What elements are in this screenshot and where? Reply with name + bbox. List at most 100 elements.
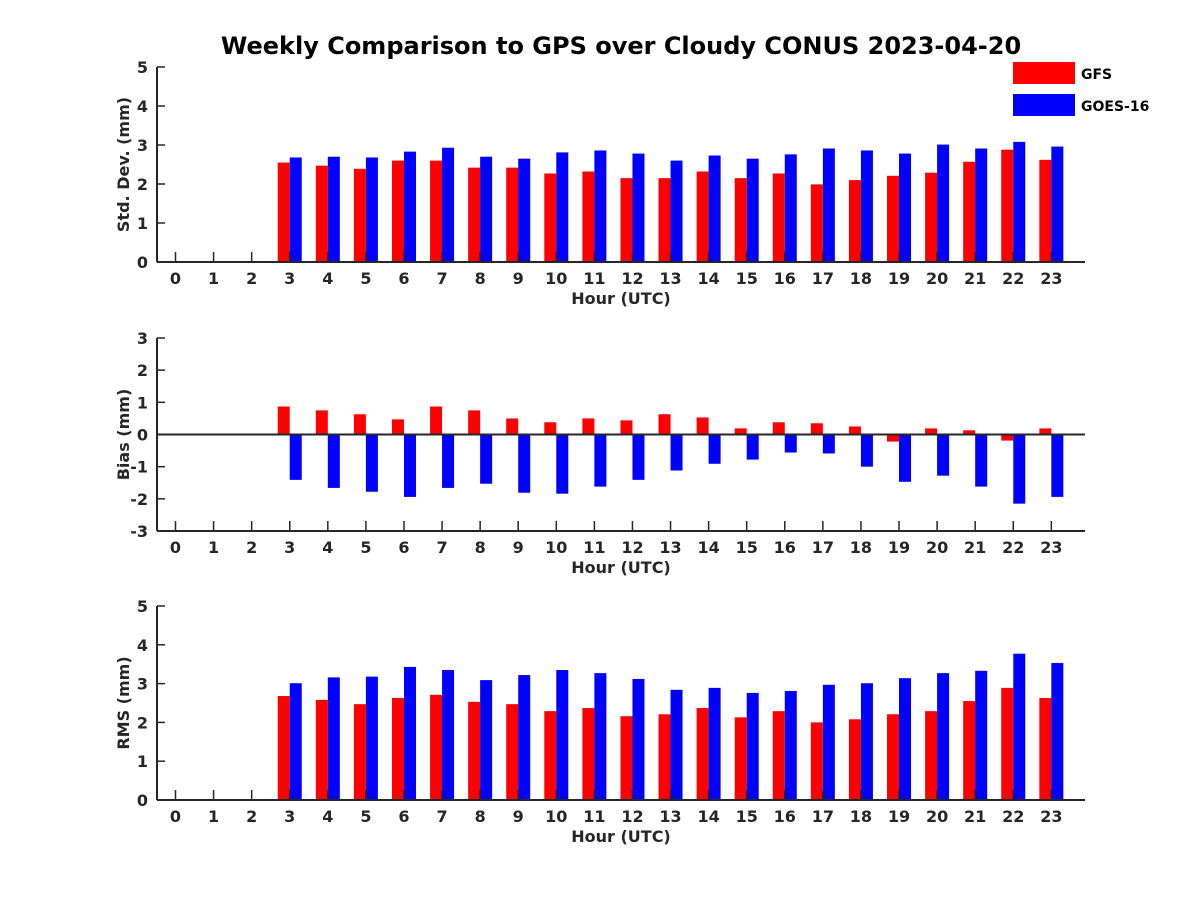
std-dev-bar-gfs-6 [391, 160, 404, 262]
std-dev-y-tick-label: 1 [137, 214, 148, 233]
rms-x-tick-label: 1 [208, 807, 219, 826]
std-dev-bar-gfs-21 [963, 161, 976, 262]
rms-x-tick-label: 15 [736, 807, 758, 826]
bias-bar-gfs-16 [772, 422, 785, 435]
std-dev-x-tick-label: 16 [774, 269, 796, 288]
bias-x-tick-label: 8 [475, 538, 486, 557]
bias-bar-goes16-15 [746, 434, 759, 460]
std-dev-bar-gfs-3 [277, 162, 290, 262]
rms-bar-goes16-11 [594, 673, 607, 800]
rms-y-tick-label: 2 [137, 713, 148, 732]
rms-bar-gfs-5 [353, 704, 366, 800]
std-dev-x-tick-label: 20 [926, 269, 948, 288]
std-dev-bar-goes16-13 [670, 160, 683, 262]
bias-bar-goes16-22 [1013, 434, 1026, 504]
bias-x-tick-label: 2 [246, 538, 257, 557]
std-dev-bar-gfs-15 [734, 178, 747, 262]
bias-x-tick-label: 13 [659, 538, 681, 557]
bias-bar-goes16-5 [365, 434, 378, 492]
std-dev-bar-goes16-12 [632, 153, 645, 262]
std-dev-bar-gfs-12 [620, 178, 633, 262]
rms-bar-gfs-18 [848, 719, 861, 800]
bias-bar-gfs-20 [925, 428, 938, 435]
rms-x-tick-label: 5 [360, 807, 371, 826]
std-dev-x-tick-label: 8 [475, 269, 486, 288]
std-dev-bar-goes16-3 [289, 157, 302, 262]
std-dev-bar-goes16-4 [327, 156, 340, 262]
bias-bar-gfs-11 [582, 418, 595, 435]
bias-bar-goes16-19 [899, 434, 912, 482]
std-dev-y-tick-label: 0 [137, 253, 148, 272]
std-dev-x-tick-label: 4 [322, 269, 333, 288]
rms-bar-gfs-14 [696, 708, 709, 800]
std-dev-x-tick-label: 0 [170, 269, 181, 288]
std-dev-x-tick-label: 2 [246, 269, 257, 288]
rms-x-tick-label: 3 [284, 807, 295, 826]
std-dev-x-tick-label: 17 [812, 269, 834, 288]
bias-x-tick-label: 5 [360, 538, 371, 557]
std-dev-bar-goes16-15 [746, 158, 759, 262]
bias-x-tick-label: 19 [888, 538, 910, 557]
rms-x-tick-label: 23 [1040, 807, 1062, 826]
bias-bar-goes16-14 [708, 434, 721, 464]
rms-bar-gfs-6 [391, 697, 404, 800]
rms-bar-gfs-8 [468, 701, 481, 800]
rms-bar-goes16-20 [937, 673, 950, 800]
rms-bar-goes16-16 [784, 690, 797, 800]
rms-x-tick-label: 22 [1002, 807, 1024, 826]
rms-y-axis-label: RMS (mm) [114, 656, 133, 749]
rms-x-axis-label: Hour (UTC) [571, 827, 671, 846]
legend: GFS GOES-16 [1013, 62, 1149, 116]
std-dev-x-tick-label: 23 [1040, 269, 1062, 288]
rms-x-tick-label: 9 [513, 807, 524, 826]
std-dev-bar-gfs-19 [887, 175, 900, 262]
chart-title: Weekly Comparison to GPS over Cloudy CON… [221, 32, 1021, 60]
std-dev-bar-goes16-5 [365, 157, 378, 262]
std-dev-x-tick-label: 5 [360, 269, 371, 288]
bias-bar-gfs-14 [696, 417, 709, 435]
bias-y-tick-label: 2 [137, 361, 148, 380]
std-dev-bar-gfs-5 [353, 168, 366, 262]
std-dev-bar-goes16-9 [518, 158, 531, 262]
rms-bar-goes16-10 [556, 670, 569, 800]
rms-x-tick-label: 18 [850, 807, 872, 826]
rms-bar-gfs-9 [506, 704, 519, 800]
bias-x-tick-label: 15 [736, 538, 758, 557]
std-dev-x-tick-label: 13 [659, 269, 681, 288]
std-dev-bar-goes16-17 [822, 148, 835, 262]
rms-bar-gfs-20 [925, 711, 938, 800]
std-dev-x-tick-label: 7 [436, 269, 447, 288]
std-dev-bar-gfs-16 [772, 173, 785, 262]
rms-x-tick-label: 7 [436, 807, 447, 826]
std-dev-y-axis-label: Std. Dev. (mm) [114, 97, 133, 232]
std-dev-bar-goes16-20 [937, 144, 950, 262]
bias-x-tick-label: 1 [208, 538, 219, 557]
bias-x-tick-label: 0 [170, 538, 181, 557]
rms-y-tick-label: 5 [137, 597, 148, 616]
bias-x-tick-label: 6 [398, 538, 409, 557]
std-dev-x-tick-label: 14 [697, 269, 719, 288]
std-dev-bar-gfs-20 [925, 172, 938, 262]
rms-bar-goes16-3 [289, 683, 302, 800]
std-dev-bar-goes16-18 [860, 150, 873, 262]
bias-bar-goes16-9 [518, 434, 531, 493]
std-dev-bar-goes16-19 [899, 153, 912, 262]
rms-x-tick-label: 8 [475, 807, 486, 826]
rms-x-tick-label: 10 [545, 807, 567, 826]
rms-x-tick-label: 17 [812, 807, 834, 826]
bias-bar-goes16-3 [289, 434, 302, 480]
bias-x-tick-label: 10 [545, 538, 567, 557]
std-dev-bar-gfs-9 [506, 167, 519, 262]
rms-y-tick-label: 3 [137, 675, 148, 694]
bias-bar-gfs-4 [315, 410, 328, 435]
bias-bar-gfs-8 [468, 410, 481, 435]
rms-bar-gfs-12 [620, 716, 633, 800]
rms-bar-goes16-23 [1051, 663, 1064, 800]
std-dev-bar-gfs-10 [544, 173, 557, 262]
rms-x-tick-label: 2 [246, 807, 257, 826]
rms-bar-gfs-11 [582, 708, 595, 800]
std-dev-x-tick-label: 9 [513, 269, 524, 288]
bias-bar-gfs-22 [1001, 434, 1014, 441]
